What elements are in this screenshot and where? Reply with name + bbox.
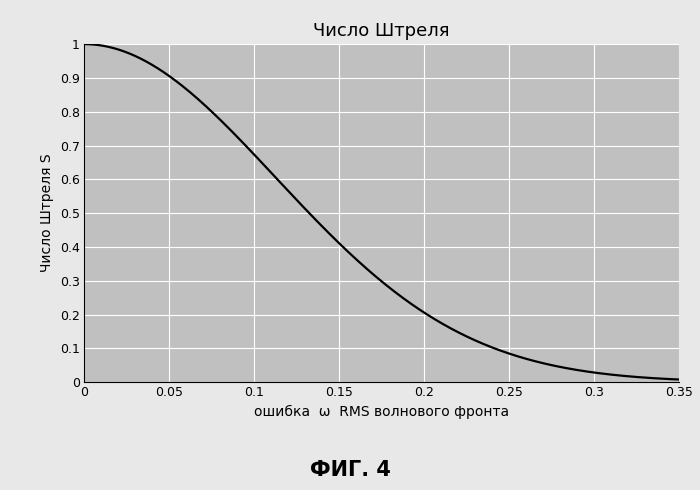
Y-axis label: Число Штреля S: Число Штреля S (41, 154, 55, 272)
Title: Число Штреля: Число Штреля (314, 22, 449, 40)
Text: ФИГ. 4: ФИГ. 4 (309, 461, 391, 480)
X-axis label: ошибка  ω  RMS волнового фронта: ошибка ω RMS волнового фронта (254, 405, 509, 419)
